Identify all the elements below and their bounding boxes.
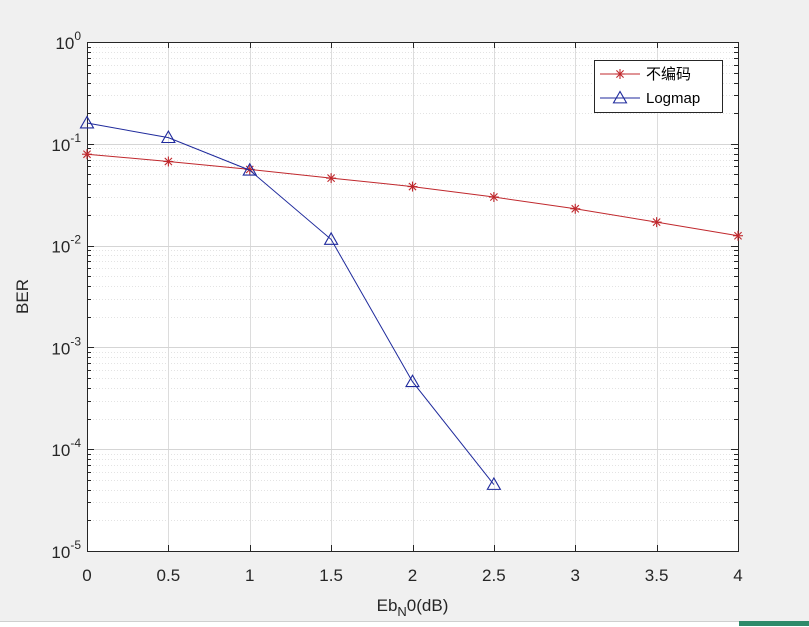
x-tick-label: 4 [733,566,742,585]
triangle-marker [405,374,420,388]
asterisk-marker [651,217,662,228]
series-asterisk [82,149,743,241]
y-tick-base: 10 [51,543,70,562]
y-tick-base: 10 [51,238,70,257]
x-axis-title-tail: 0(dB) [407,596,449,615]
marker-stroke [83,150,91,159]
legend[interactable]: 不编码 Logmap [594,60,723,113]
plot-area [87,42,738,551]
y-tick-exponent: -3 [70,334,81,348]
window-bottom-accent [739,621,809,626]
y-tick-base: 10 [51,339,70,358]
x-tick-label: 2 [408,566,417,585]
legend-box [594,60,723,113]
triangle-marker [486,476,502,490]
x-tick-label: 3.5 [645,566,669,585]
y-tick-exponent: -1 [70,131,81,145]
marker-stroke [164,157,173,166]
series-layer [79,115,743,490]
y-tick-exponent: -5 [70,538,81,552]
x-tick-label: 1.5 [319,566,343,585]
window-bottom-edge [0,621,809,627]
x-axis-title: EbN0(dB) [377,596,449,619]
legend-label: 不编码 [646,66,691,83]
asterisk-marker [163,156,174,167]
marker-stroke [734,231,742,240]
y-tick-exponent: 0 [74,29,81,43]
marker-stroke [489,193,498,202]
asterisk-marker [488,192,499,203]
x-tick-label: 0 [82,566,91,585]
marker-stroke [652,218,661,227]
asterisk-marker [407,181,418,192]
marker-stroke [571,204,580,213]
asterisk-marker [733,230,743,241]
triangle-marker [160,130,176,144]
asterisk-marker [615,69,625,79]
y-tick-label: 10-1 [51,131,81,155]
asterisk-marker [82,149,92,160]
x-tick-label: 3 [571,566,580,585]
asterisk-marker [326,173,337,184]
y-tick-label: 10-2 [51,233,81,257]
y-tick-base: 10 [55,34,74,53]
marker-stroke [616,70,624,78]
tick-marks [87,42,739,552]
marker-stroke [327,174,336,183]
x-tick-labels: 0 0.5 1 1.5 2 2.5 3 3.5 4 [82,566,742,585]
y-tick-exponent: -2 [70,233,81,247]
y-tick-base: 10 [51,441,70,460]
legend-entries: 不编码 Logmap [600,66,700,107]
x-axis-title-main: Eb [377,596,398,615]
legend-entry-asterisk: 不编码 [600,66,691,83]
series-triangle [79,115,502,490]
y-tick-label: 10-4 [51,436,81,460]
y-tick-label: 10-3 [51,334,81,358]
x-tick-label: 1 [245,566,254,585]
asterisk-marker [570,203,581,214]
marker-stroke [408,182,417,191]
x-tick-label: 0.5 [157,566,181,585]
triangle-marker [323,231,339,245]
y-tick-base: 10 [51,136,70,155]
legend-label: Logmap [646,90,700,107]
triangle-marker [242,162,258,176]
legend-entry-triangle: Logmap [600,90,700,107]
triangle-marker [612,90,628,104]
x-tick-label: 2.5 [482,566,506,585]
y-tick-label: 100 [55,29,81,53]
series-line [86,122,495,485]
triangle-marker [79,115,95,129]
y-tick-label: 10-5 [51,538,81,562]
x-axis-title-subscript: N [397,604,406,619]
y-axis-title: BER [13,279,32,314]
y-tick-exponent: -4 [70,436,81,450]
